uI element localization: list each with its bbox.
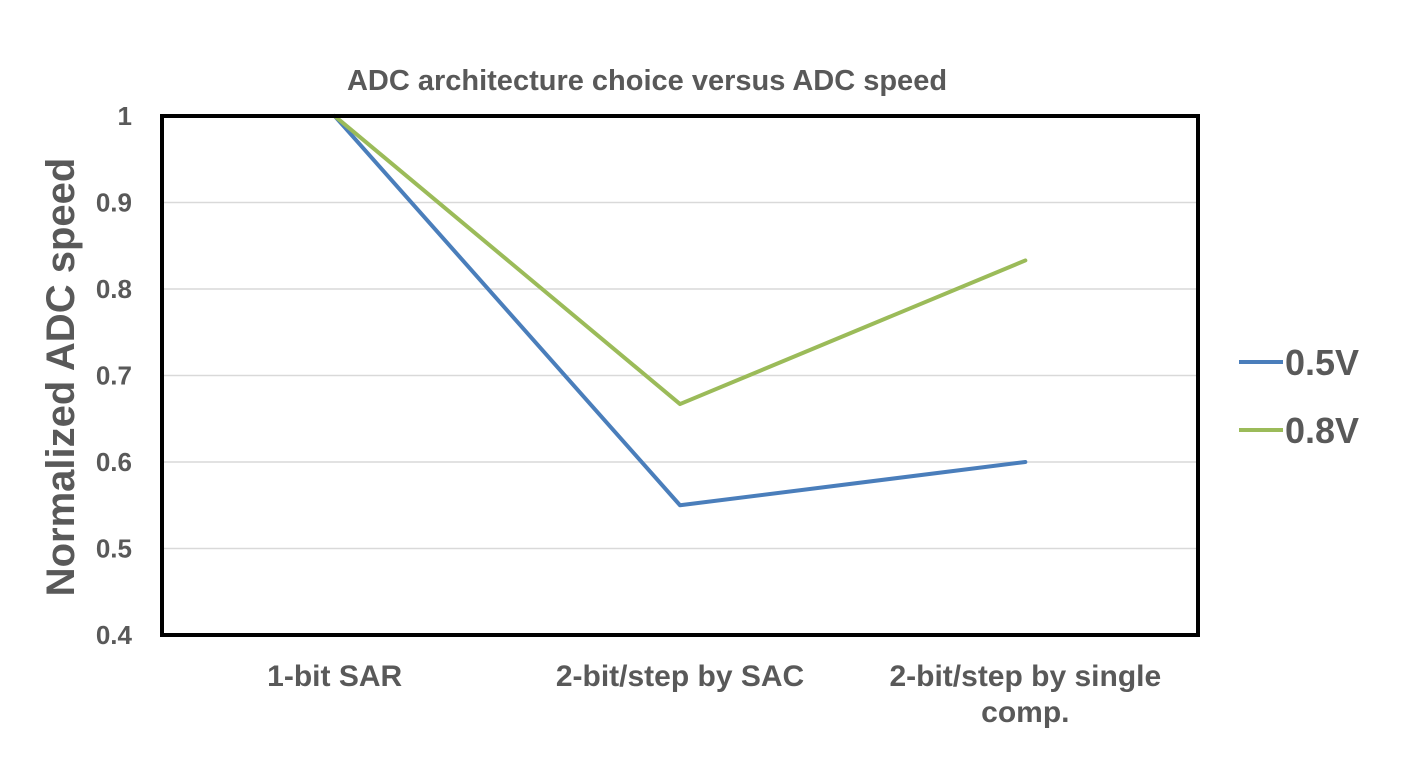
gridlines: [162, 201, 1198, 550]
y-tick-label: 0.9: [96, 188, 132, 218]
series-line-0.5V: [332, 114, 1028, 508]
y-tick-label: 0.6: [96, 447, 132, 477]
x-axis-ticks: 1-bit SAR 2-bit/step by SAC 2-bit/step by …: [267, 660, 1161, 729]
plot-area-border: [160, 114, 1200, 637]
legend: 0.5V 0.8V: [1239, 342, 1359, 451]
y-tick-label: 0.5: [96, 534, 132, 564]
legend-label: 0.5V: [1285, 342, 1359, 383]
y-tick-label: 0.4: [96, 620, 133, 650]
legend-label: 0.8V: [1285, 410, 1359, 451]
y-tick-label: 0.7: [96, 361, 132, 391]
series-lines: [332, 114, 1028, 508]
x-tick-label: 1-bit SAR: [267, 660, 402, 693]
y-tick-label: 1: [118, 101, 132, 131]
y-axis-label: Normalized ADC speed: [39, 158, 83, 597]
y-tick-label: 0.8: [96, 274, 132, 304]
y-axis-ticks: 0.4 0.5 0.6 0.7 0.8 0.9 1: [96, 101, 133, 650]
chart-title: ADC architecture choice versus ADC speed: [347, 65, 947, 97]
series-line-0.8V: [332, 114, 1028, 407]
x-tick-label: 2-bit/step by SAC: [556, 660, 804, 693]
x-tick-label: 2-bit/step by single comp.: [889, 660, 1161, 729]
